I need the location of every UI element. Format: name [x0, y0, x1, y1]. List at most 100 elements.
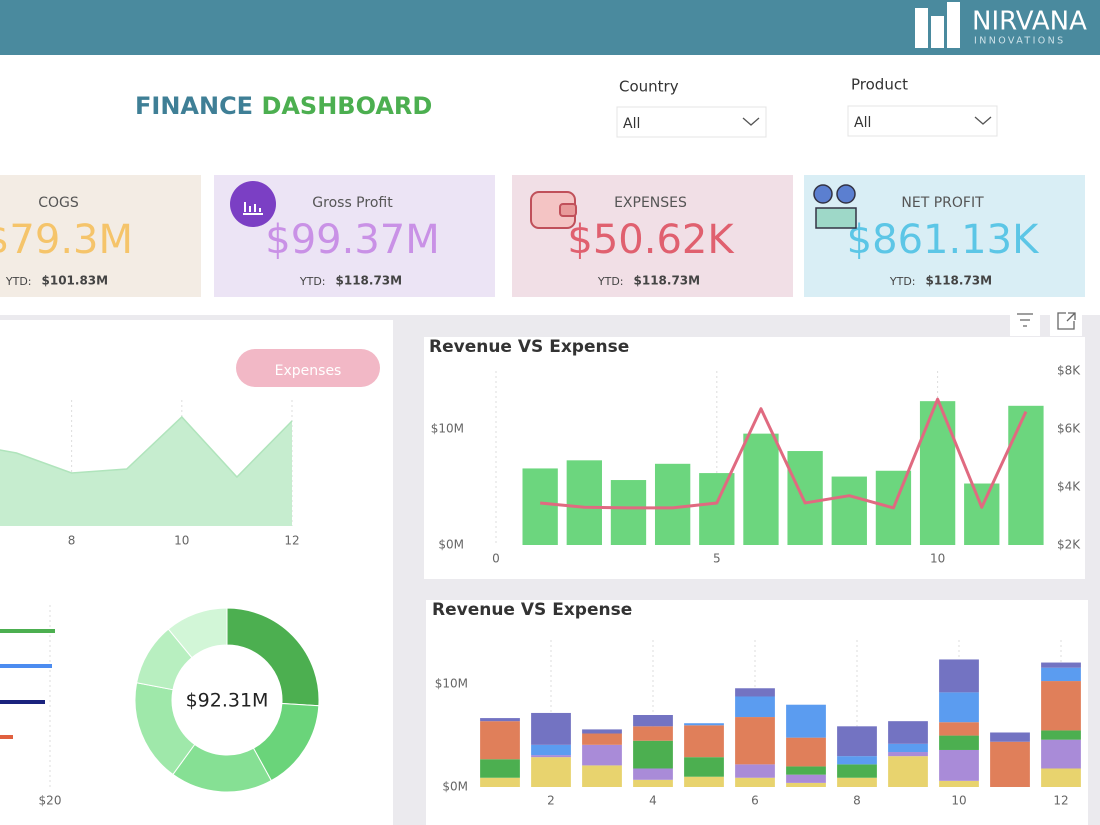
- kpi-value: $861.13K: [847, 217, 1040, 263]
- y2-tick-label: $6K: [1057, 422, 1081, 436]
- bar-segment: [531, 744, 571, 756]
- icon: [813, 184, 833, 204]
- bar-segment: [1041, 739, 1081, 769]
- charts: 8 10 12 Expenses $20 $92.31M Revenue VS Expens…: [0, 337, 1081, 808]
- donut-center-label: $92.31M: [186, 690, 269, 712]
- donut-chart: $92.31M: [134, 607, 320, 793]
- icon: [559, 203, 577, 217]
- country-dropdown[interactable]: All: [616, 106, 767, 138]
- chart-title: Revenue VS Expense: [429, 337, 629, 357]
- kpi-value: $50.62K: [567, 217, 735, 263]
- legend-toggle[interactable]: Expenses: [236, 349, 380, 387]
- filter-icon[interactable]: [1010, 306, 1040, 336]
- bar-segment: [735, 696, 775, 718]
- bar-segment: [837, 764, 877, 778]
- stacked-bar-chart: Revenue VS Expense 2 4 6 8 10 12 $0M $10M: [432, 600, 1081, 808]
- product-dropdown[interactable]: All: [847, 105, 998, 137]
- x-tick-label: 6: [751, 794, 759, 808]
- title-part: DASHBOARD: [261, 92, 432, 120]
- bar: [522, 468, 558, 545]
- bar-segment: [684, 725, 724, 758]
- toggle-label: Expenses: [275, 363, 342, 379]
- bar-segment: [786, 782, 826, 787]
- y2-tick-label: $8K: [1057, 364, 1081, 378]
- kpi-ytd-label: YTD:: [597, 275, 624, 288]
- bar-segment: [735, 717, 775, 765]
- filter-label: Country: [619, 78, 679, 96]
- x-tick-label: 5: [713, 552, 721, 566]
- filter-label: Product: [851, 76, 908, 94]
- kpi-ytd-value: $118.73M: [926, 274, 993, 288]
- x-tick-label: 10: [174, 534, 189, 548]
- bar-segment: [1041, 681, 1081, 731]
- bar-segment: [939, 659, 979, 693]
- bar-segment: [888, 743, 928, 753]
- bar-segment: [480, 759, 520, 778]
- bar-segment: [531, 712, 571, 745]
- bar: [610, 480, 647, 545]
- bar-segment: [786, 774, 826, 783]
- bar-segment: [633, 715, 673, 727]
- kpi-ytd-value: $118.73M: [634, 274, 701, 288]
- y-tick-label: $10M: [431, 422, 464, 436]
- bar-segment: [633, 726, 673, 741]
- title-part: FINANCE: [135, 92, 253, 120]
- kpi-ytd-value: $101.83M: [42, 274, 109, 288]
- bar-segment: [582, 729, 622, 734]
- x-tick-label: 10: [951, 794, 966, 808]
- icon: [836, 184, 856, 204]
- bar-segment: [633, 768, 673, 780]
- bar-segment: [480, 777, 520, 787]
- logo-name: NIRVANA: [972, 7, 1087, 37]
- bar-segment: [735, 688, 775, 697]
- donut-segment: [167, 607, 228, 659]
- bar-segment: [888, 752, 928, 757]
- y2-tick-label: $4K: [1057, 480, 1081, 494]
- bar-segment: [939, 722, 979, 736]
- kpi-ytd-label: YTD:: [299, 275, 326, 288]
- x-tick-label: 12: [284, 534, 299, 548]
- y2-tick-label: $2K: [1057, 538, 1081, 552]
- bar-segment: [1041, 662, 1081, 668]
- area-chart: 8 10 12: [0, 400, 300, 548]
- icon: [230, 181, 276, 227]
- bar: [0, 700, 45, 704]
- kpi-label: EXPENSES: [614, 195, 687, 211]
- bar-segment: [939, 749, 979, 781]
- bar-segment: [1041, 730, 1081, 740]
- y-tick-label: $0M: [442, 780, 468, 794]
- bar: [0, 735, 13, 739]
- bar-segment: [1041, 667, 1081, 682]
- bar: [1008, 405, 1044, 545]
- focus-mode-icon[interactable]: [1050, 306, 1082, 336]
- bar-segment: [582, 733, 622, 745]
- bar: [0, 664, 52, 668]
- bar-segment: [888, 721, 928, 744]
- area: [0, 417, 292, 526]
- bar: [699, 473, 735, 545]
- bar: [919, 401, 956, 545]
- x-tick-label: $20: [39, 794, 62, 808]
- filter-value: All: [623, 116, 640, 132]
- dashboard-title: FINANCE DASHBOARD: [135, 92, 432, 120]
- left-panel: [0, 320, 393, 825]
- bar-segment: [633, 779, 673, 787]
- bar-segment: [888, 756, 928, 787]
- x-tick-label: 8: [853, 794, 861, 808]
- bar-segment: [684, 757, 724, 777]
- bar-segment: [684, 723, 724, 726]
- x-tick-label: 8: [68, 534, 76, 548]
- bar-segment: [939, 780, 979, 787]
- bar-segment: [1041, 768, 1081, 787]
- kpi-label: NET PROFIT: [901, 195, 984, 211]
- kpi-row: COGS $79.3M YTD: $101.83M Gross Profit $99.37…: [0, 175, 1085, 297]
- bar-segment: [480, 718, 520, 722]
- bar-segment: [582, 744, 622, 766]
- bar-segment: [735, 777, 775, 787]
- bar-segment: [837, 726, 877, 757]
- bar-segment: [786, 737, 826, 767]
- filter-value: All: [854, 115, 871, 131]
- hbar-chart: $20: [0, 605, 61, 808]
- icon: [243, 202, 263, 215]
